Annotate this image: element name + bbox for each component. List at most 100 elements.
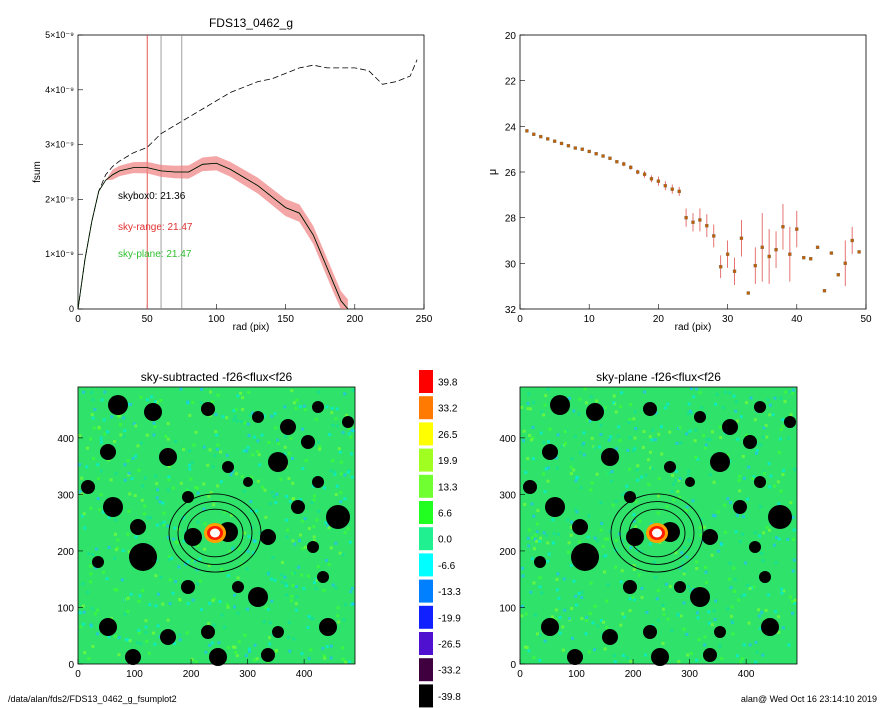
chart4-noise [520,604,524,608]
chart4-noise [615,447,619,451]
chart3-noise [186,560,190,564]
chart3-noise [152,421,156,425]
chart4-source-blob [542,444,558,460]
chart4-noise [613,660,617,664]
chart4-source-blob [534,556,546,568]
chart3-noise [188,463,192,467]
chart4-noise [651,428,655,432]
colorbar-label: 33.2 [438,404,458,415]
chart3-noise [184,562,188,566]
chart4-source-blob [601,448,619,466]
chart4-noise [742,476,746,480]
chart3-noise [138,594,142,598]
chart3-noise [219,480,223,484]
chart2-ytick-label: 20 [505,31,517,42]
chart4-noise [714,599,718,603]
chart4-source-blob [749,541,761,553]
chart3-noise [289,599,293,603]
chart4-noise [589,581,593,585]
chart4-noise [689,589,693,593]
chart3-xtick-label: 200 [183,669,200,680]
chart4-noise [580,617,584,621]
chart3-noise [329,469,333,473]
chart3-noise [192,443,196,447]
chart3-noise [329,656,333,660]
chart1-ytick-label: 5×10⁻⁹ [45,30,74,40]
chart3-noise [202,445,206,449]
chart4-noise [791,388,795,392]
chart4-noise [744,561,748,565]
chart4-noise [737,598,741,602]
chart3-noise [283,575,287,579]
chart4-noise [762,426,766,430]
chart3-noise [132,422,136,426]
chart4-noise [742,593,746,597]
chart4-source-blob [694,411,706,423]
chart4-noise [574,603,578,607]
chart3-noise [119,423,123,427]
chart3-noise [252,539,256,543]
chart4-noise [587,514,591,518]
chart3-noise [271,556,275,560]
chart4-noise [704,443,708,447]
chart3-noise [191,400,195,404]
chart4-noise [651,466,655,470]
chart3-noise [251,453,255,457]
chart4-noise [733,577,737,581]
chart2-xlabel: rad (pix) [675,322,712,333]
chart3-noise [260,433,264,437]
chart4-noise [781,424,785,428]
chart3-noise [253,643,257,647]
chart3-noise [210,641,214,645]
chart3-noise [143,504,147,508]
chart3-noise [346,470,350,474]
chart3-noise [128,639,132,643]
chart4-noise [721,406,725,410]
chart3-noise [147,651,151,655]
chart4-noise [729,586,733,590]
chart3-noise [91,553,95,557]
chart4-noise [607,438,611,442]
chart3-noise [243,633,247,637]
chart4-noise [618,439,622,443]
chart4-noise [716,510,720,514]
chart3-noise [274,648,278,652]
chart4-noise [657,432,661,436]
chart4-source-blob [754,401,766,413]
chart3-noise [137,599,141,603]
chart3-noise [333,472,337,476]
chart3-noise [215,433,219,437]
chart1-xtick-label: 250 [416,314,433,325]
chart4-noise [679,441,683,445]
chart4-source-blob [674,581,686,593]
chart3-noise [97,425,101,429]
chart3-noise [255,509,259,513]
chart3-title: sky-subtracted -f26<flux<f26 [141,370,293,384]
chart4-noise [732,589,736,593]
chart4-noise [737,479,741,483]
chart4-noise [773,484,777,488]
chart4-noise [655,597,659,601]
chart3-image [77,386,356,666]
chart3-noise [103,390,107,394]
chart3-noise [339,472,343,476]
chart4-noise [736,419,740,423]
chart4-noise [715,392,719,396]
chart3-noise [246,549,250,553]
chart3-noise [100,398,104,402]
chart4-noise [544,394,548,398]
chart3-noise [211,599,215,603]
chart3-noise [78,434,82,438]
chart3-noise [119,433,123,437]
chart3-noise [220,613,224,617]
chart3-source-blob [261,648,275,662]
chart4-source-blob [685,477,695,487]
chart4-noise [612,394,616,398]
chart4-noise [780,587,784,591]
chart3-noise [124,638,128,642]
chart3-noise [234,472,238,476]
chart3-noise [129,402,133,406]
chart4-noise [532,656,536,660]
chart3-noise [148,516,152,520]
